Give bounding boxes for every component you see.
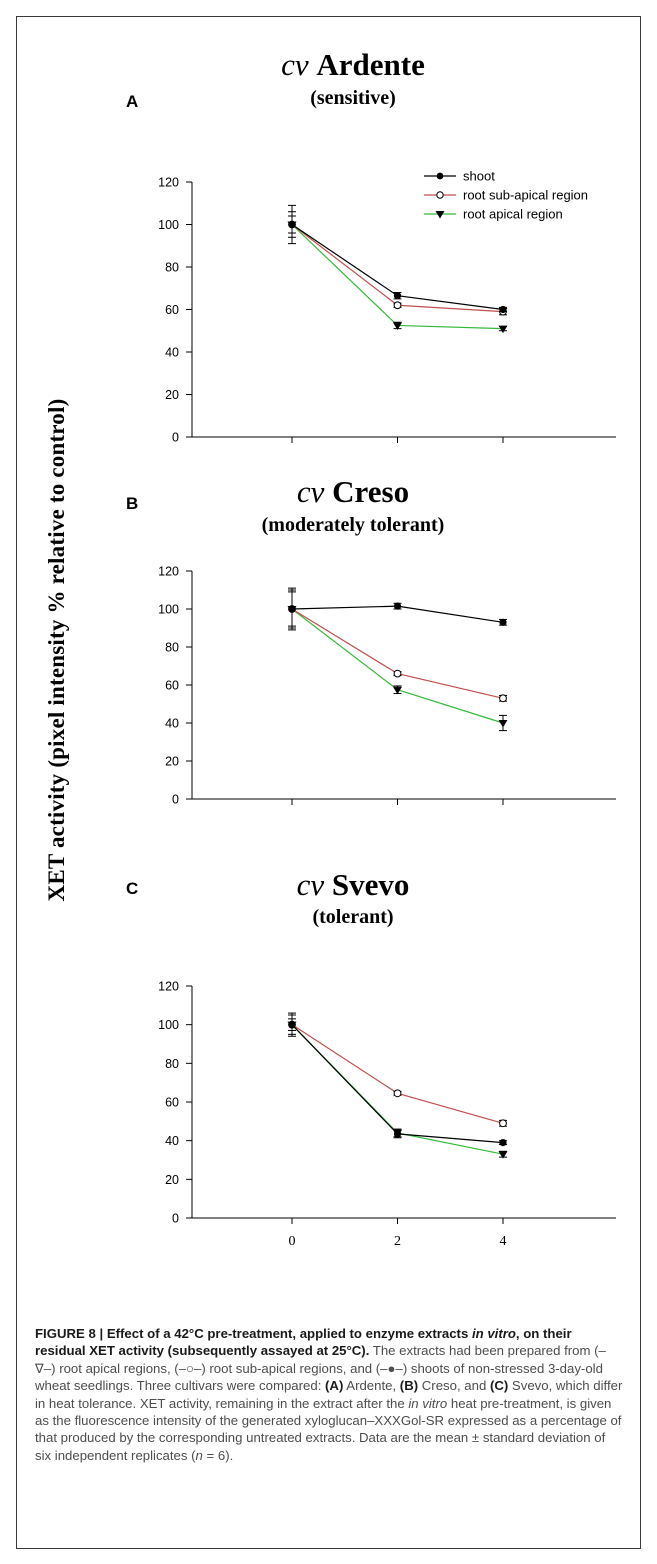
- panel-b-y-tick-label: 60: [165, 679, 179, 693]
- panel-c-y-tick-label: 100: [158, 1018, 179, 1032]
- series-line-sub_apical: [291, 1024, 504, 1124]
- data-point-shoot: [499, 305, 507, 314]
- panel-b-y-tick-label: 40: [165, 717, 179, 731]
- panel-c-y-tick-label: 120: [158, 980, 179, 994]
- panel-b-title: cv Creso: [297, 475, 409, 509]
- series-line-shoot: [291, 1024, 504, 1144]
- panel-a-y-tick-label: 20: [165, 388, 179, 402]
- panel-a-subtitle: (sensitive): [310, 87, 396, 109]
- panel-a-title: cv Ardente: [281, 47, 425, 82]
- panel-c-y-tick-label: 60: [165, 1096, 179, 1110]
- panel-a-y-tick-label: 100: [158, 218, 179, 232]
- data-point-apical: [393, 322, 402, 330]
- data-point-shoot: [499, 618, 507, 626]
- panel-c-y-tick-label: 20: [165, 1173, 179, 1187]
- panel-c-y-tick-label: 80: [165, 1057, 179, 1071]
- panel-c-y-tick-label: 40: [165, 1134, 179, 1148]
- panel-a-y-tick-label: 80: [165, 261, 179, 275]
- caption-title-italic: in vitro: [471, 1326, 516, 1341]
- panel-c-title: cv Svevo: [297, 867, 410, 902]
- panel-b-label: B: [126, 494, 138, 513]
- data-point-shoot: [393, 1130, 402, 1138]
- panel-c-x-tick-label: 4: [500, 1234, 507, 1249]
- data-point-sub-apical: [499, 1119, 507, 1128]
- panel-c-x-tick-label: 2: [394, 1234, 401, 1249]
- series-line-apical: [291, 224, 504, 330]
- legend-label-shoot: shoot: [463, 169, 495, 184]
- panel-b-y-tick-label: 20: [165, 755, 179, 769]
- caption-label-c: (C): [489, 1378, 509, 1394]
- caption-text-3: Creso, and: [418, 1378, 490, 1394]
- panel-b-subtitle: (moderately tolerant): [262, 514, 445, 536]
- data-point-sub-apical: [393, 1089, 402, 1098]
- legend-marker-sub-apical: [436, 191, 444, 199]
- caption-text-5: heat pre-treatment, is given as the fluo…: [35, 1395, 622, 1463]
- data-point-apical: [498, 720, 508, 728]
- panel-a-y-tick-label: 120: [158, 176, 179, 190]
- data-point-apical: [498, 1151, 508, 1159]
- data-point-shoot: [288, 605, 296, 613]
- figure-frame: [16, 16, 641, 1549]
- panel-b-y-tick-label: 100: [158, 603, 179, 617]
- data-point-shoot: [393, 602, 402, 610]
- data-point-apical: [393, 686, 402, 695]
- caption-italic-invitro: in vitro: [408, 1395, 448, 1411]
- panel-c-label: C: [126, 879, 138, 898]
- caption-text-2: Ardente,: [343, 1378, 400, 1394]
- panel-a-chart: Acv Ardente (sensitive) 0 20 40 60 80 100 120 sho…: [126, 47, 616, 445]
- panel-b-y-tick-label: 120: [158, 565, 179, 579]
- data-point-shoot: [288, 1021, 296, 1029]
- legend-marker-shoot: [436, 172, 444, 180]
- panel-a-y-tick-label: 60: [165, 303, 179, 317]
- caption-label-b: (B): [399, 1378, 419, 1394]
- data-point-apical: [498, 325, 508, 334]
- caption-title: FIGURE 8 | Effect of a 42°C pre-treatmen…: [35, 1326, 572, 1358]
- panel-a-y-tick-label: 0: [172, 431, 179, 445]
- caption-title-end: , on their residual XET activity (subseq…: [35, 1326, 572, 1359]
- panel-a-label: A: [126, 92, 138, 111]
- data-point-sub-apical: [499, 694, 507, 703]
- caption-text-4: Svevo, which differ in heat tolerance. X…: [35, 1378, 623, 1411]
- figure-caption: FIGURE 8 | Effect of a 42°C pre-treatmen…: [35, 1325, 625, 1464]
- series-line-sub_apical: [291, 608, 504, 699]
- caption-label-a: (A): [325, 1378, 344, 1394]
- caption-text-1: The extracts had been prepared from (–∇–…: [35, 1343, 606, 1394]
- data-point-sub-apical: [393, 301, 402, 310]
- series-line-apical: [291, 608, 504, 724]
- legend-label-apical: root apical region: [463, 207, 563, 222]
- data-point-shoot: [499, 1139, 507, 1147]
- panel-c-x-tick-label: 0: [289, 1234, 296, 1249]
- caption-text-6: = 6).: [202, 1447, 234, 1463]
- data-point-sub-apical: [393, 669, 402, 678]
- panel-c-subtitle: (tolerant): [312, 906, 393, 928]
- data-point-shoot: [393, 292, 402, 300]
- panel-b-y-tick-label: 80: [165, 641, 179, 655]
- panel-c-y-tick-label: 0: [172, 1212, 179, 1226]
- legend-label-sub_apical: root sub-apical region: [463, 188, 588, 203]
- caption-italic-n: n: [195, 1447, 203, 1463]
- legend-marker-apical: [435, 211, 445, 219]
- panel-b-y-tick-label: 0: [172, 793, 179, 807]
- panel-a-y-tick-label: 40: [165, 346, 179, 360]
- data-point-shoot: [288, 220, 296, 229]
- caption-title-start: FIGURE 8 | Effect of a 42°C pre-treatmen…: [35, 1326, 472, 1341]
